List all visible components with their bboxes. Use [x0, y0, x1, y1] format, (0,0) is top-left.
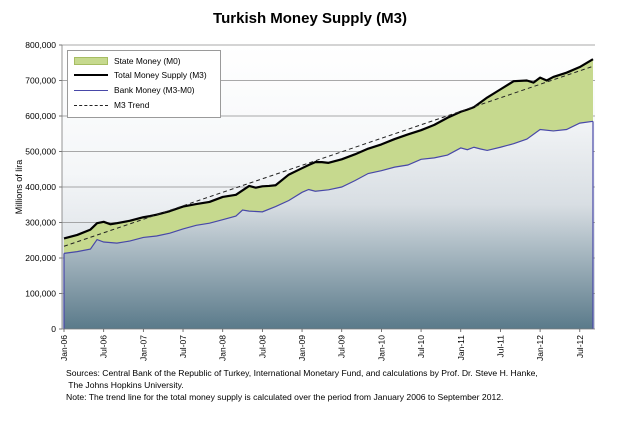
x-tick-label: Jul-11 — [495, 335, 505, 358]
legend-swatch-line — [74, 74, 108, 76]
legend-item-bank-money: Bank Money (M3-M0) — [74, 84, 195, 96]
source-notes: Sources: Central Bank of the Republic of… — [66, 367, 606, 403]
legend-item-total-money: Total Money Supply (M3) — [74, 69, 207, 81]
x-tick-label: Jul-07 — [178, 335, 188, 358]
y-tick-label: 100,000 — [25, 289, 56, 299]
chart-title: Turkish Money Supply (M3) — [213, 10, 407, 27]
y-tick-label: 400,000 — [25, 182, 56, 192]
note-line: The Johns Hopkins University. — [66, 380, 184, 390]
legend-swatch-area — [74, 57, 108, 65]
y-tick-label: 600,000 — [25, 111, 56, 121]
legend-swatch-dashed — [74, 104, 108, 106]
x-tick-label: Jan-06 — [59, 335, 69, 361]
legend-swatch-thin-line — [74, 89, 108, 91]
y-tick-label: 500,000 — [25, 147, 56, 157]
note-line: Note: The trend line for the total money… — [66, 392, 504, 402]
x-tick-label: Jan-11 — [456, 335, 466, 361]
x-tick-label: Jul-06 — [99, 335, 109, 358]
x-tick-label: Jul-10 — [416, 335, 426, 358]
legend-label: Bank Money (M3-M0) — [114, 85, 195, 95]
bank-money-area — [64, 121, 593, 329]
y-tick-label: 700,000 — [25, 76, 56, 86]
bank-money-line — [63, 120, 594, 254]
y-tick-label: 0 — [51, 324, 56, 334]
x-tick-label: Jan-07 — [138, 335, 148, 361]
m3-trend-line — [63, 65, 594, 247]
y-axis-label: Millions of lira — [14, 159, 24, 215]
legend-item-m3-trend: M3 Trend — [74, 99, 149, 111]
legend: State Money (M0) Total Money Supply (M3)… — [67, 50, 221, 118]
x-tick-label: Jan-10 — [376, 335, 386, 361]
legend-label: M3 Trend — [114, 100, 150, 110]
y-tick-label: 300,000 — [25, 218, 56, 228]
x-tick-label: Jan-12 — [535, 335, 545, 361]
total-money-line — [63, 58, 594, 240]
x-tick-label: Jul-09 — [337, 335, 347, 358]
x-tick-label: Jan-08 — [218, 335, 228, 361]
x-tick-label: Jan-09 — [297, 335, 307, 361]
legend-item-state-money: State Money (M0) — [74, 55, 181, 67]
legend-label: State Money (M0) — [114, 56, 181, 66]
y-tick-label: 200,000 — [25, 253, 56, 263]
note-line: Sources: Central Bank of the Republic of… — [66, 368, 538, 378]
y-tick-label: 800,000 — [25, 40, 56, 50]
x-tick-label: Jul-12 — [575, 335, 585, 358]
x-tick-label: Jul-08 — [257, 335, 267, 358]
legend-label: Total Money Supply (M3) — [114, 70, 207, 80]
